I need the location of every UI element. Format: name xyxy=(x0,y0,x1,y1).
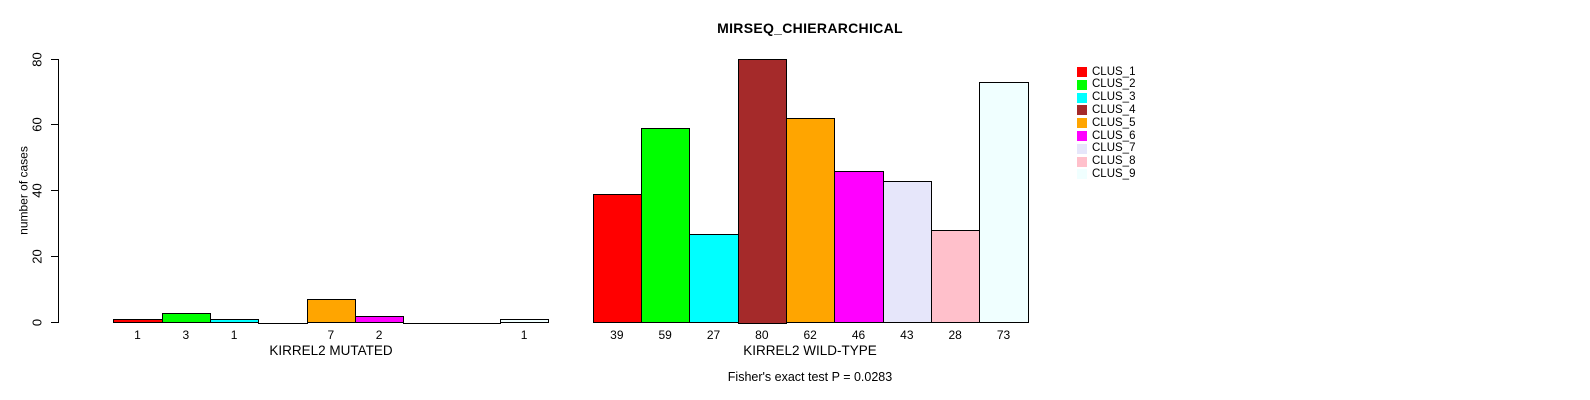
bar-value-label: 62 xyxy=(803,328,817,342)
legend-label: CLUS_4 xyxy=(1092,103,1136,116)
legend-swatch-clus_4 xyxy=(1077,105,1087,116)
legend-swatch-clus_2 xyxy=(1077,79,1087,90)
y-axis-tick-label: 40 xyxy=(29,183,45,198)
bar-clus_9 xyxy=(979,82,1029,324)
bar-clus_8 xyxy=(931,230,981,324)
bar-value-label: 27 xyxy=(706,328,721,342)
y-axis-tick-label: 0 xyxy=(29,318,45,327)
bar-value-label: 73 xyxy=(996,328,1011,342)
legend-label: CLUS_3 xyxy=(1092,91,1136,104)
y-axis-tick xyxy=(51,58,59,60)
bar-clus_6 xyxy=(354,315,405,324)
legend-label: CLUS_7 xyxy=(1092,142,1136,155)
legend-label: CLUS_2 xyxy=(1092,78,1136,91)
y-axis-tick-label: 20 xyxy=(29,249,45,264)
group-label-kirrel2-mutated: KIRREL2 MUTATED xyxy=(269,343,393,358)
bar-clus_3 xyxy=(209,319,260,324)
bar-value-label: 59 xyxy=(658,328,672,342)
legend-swatch-clus_7 xyxy=(1077,143,1087,154)
legend-swatch-clus_3 xyxy=(1077,92,1087,103)
y-axis-tick xyxy=(51,190,59,192)
bar-clus_4 xyxy=(737,59,788,324)
bar-value-label: 2 xyxy=(375,328,383,342)
bar-clus_5 xyxy=(306,299,356,324)
y-axis-tick xyxy=(51,322,59,323)
bar-clus_7-zero xyxy=(403,322,453,324)
legend-swatch-clus_8 xyxy=(1077,156,1087,167)
legend-label: CLUS_8 xyxy=(1092,155,1136,168)
legend-swatch-clus_9 xyxy=(1077,169,1087,180)
bar-clus_8-zero xyxy=(451,322,501,324)
bar-value-label: 46 xyxy=(851,328,866,342)
legend-swatch-clus_5 xyxy=(1077,118,1087,129)
legend-swatch-clus_1 xyxy=(1077,67,1087,77)
bar-clus_1 xyxy=(592,194,643,324)
bar-value-label: 28 xyxy=(948,328,962,342)
bar-value-label: 1 xyxy=(230,328,238,342)
bar-clus_6 xyxy=(834,170,884,324)
group-label-kirrel2-wild-type: KIRREL2 WILD-TYPE xyxy=(743,343,877,358)
legend-label: CLUS_5 xyxy=(1092,116,1136,129)
legend-label: CLUS_9 xyxy=(1092,167,1136,180)
bar-clus_2 xyxy=(161,312,211,324)
legend-label: CLUS_6 xyxy=(1092,129,1136,142)
chart-title: MIRSEQ_CHIERARCHICAL xyxy=(717,20,903,36)
bar-value-label: 7 xyxy=(327,328,335,342)
bar-value-label: 39 xyxy=(610,328,624,342)
bar-value-label: 43 xyxy=(900,328,914,342)
bar-value-label: 1 xyxy=(134,328,141,342)
bar-clus_5 xyxy=(786,118,836,324)
fisher-test-annotation: Fisher's exact test P = 0.0283 xyxy=(727,370,893,384)
bar-clus_3 xyxy=(689,233,739,324)
bar-value-label: 1 xyxy=(520,328,528,342)
bar-clus_9 xyxy=(499,319,550,324)
bar-value-label: 80 xyxy=(755,328,769,342)
legend-label: CLUS_1 xyxy=(1092,65,1136,78)
y-axis-tick xyxy=(51,256,59,258)
bar-clus_7 xyxy=(882,180,932,324)
legend-swatch-clus_6 xyxy=(1077,131,1087,141)
y-axis-tick-label: 60 xyxy=(29,117,45,133)
bar-clus_4-zero xyxy=(258,322,308,324)
bar-clus_1 xyxy=(113,319,163,324)
y-axis-tick xyxy=(51,124,59,126)
y-axis-tick-label: 80 xyxy=(29,51,45,67)
bar-clus_2 xyxy=(641,128,691,324)
bar-value-label: 3 xyxy=(182,328,190,342)
